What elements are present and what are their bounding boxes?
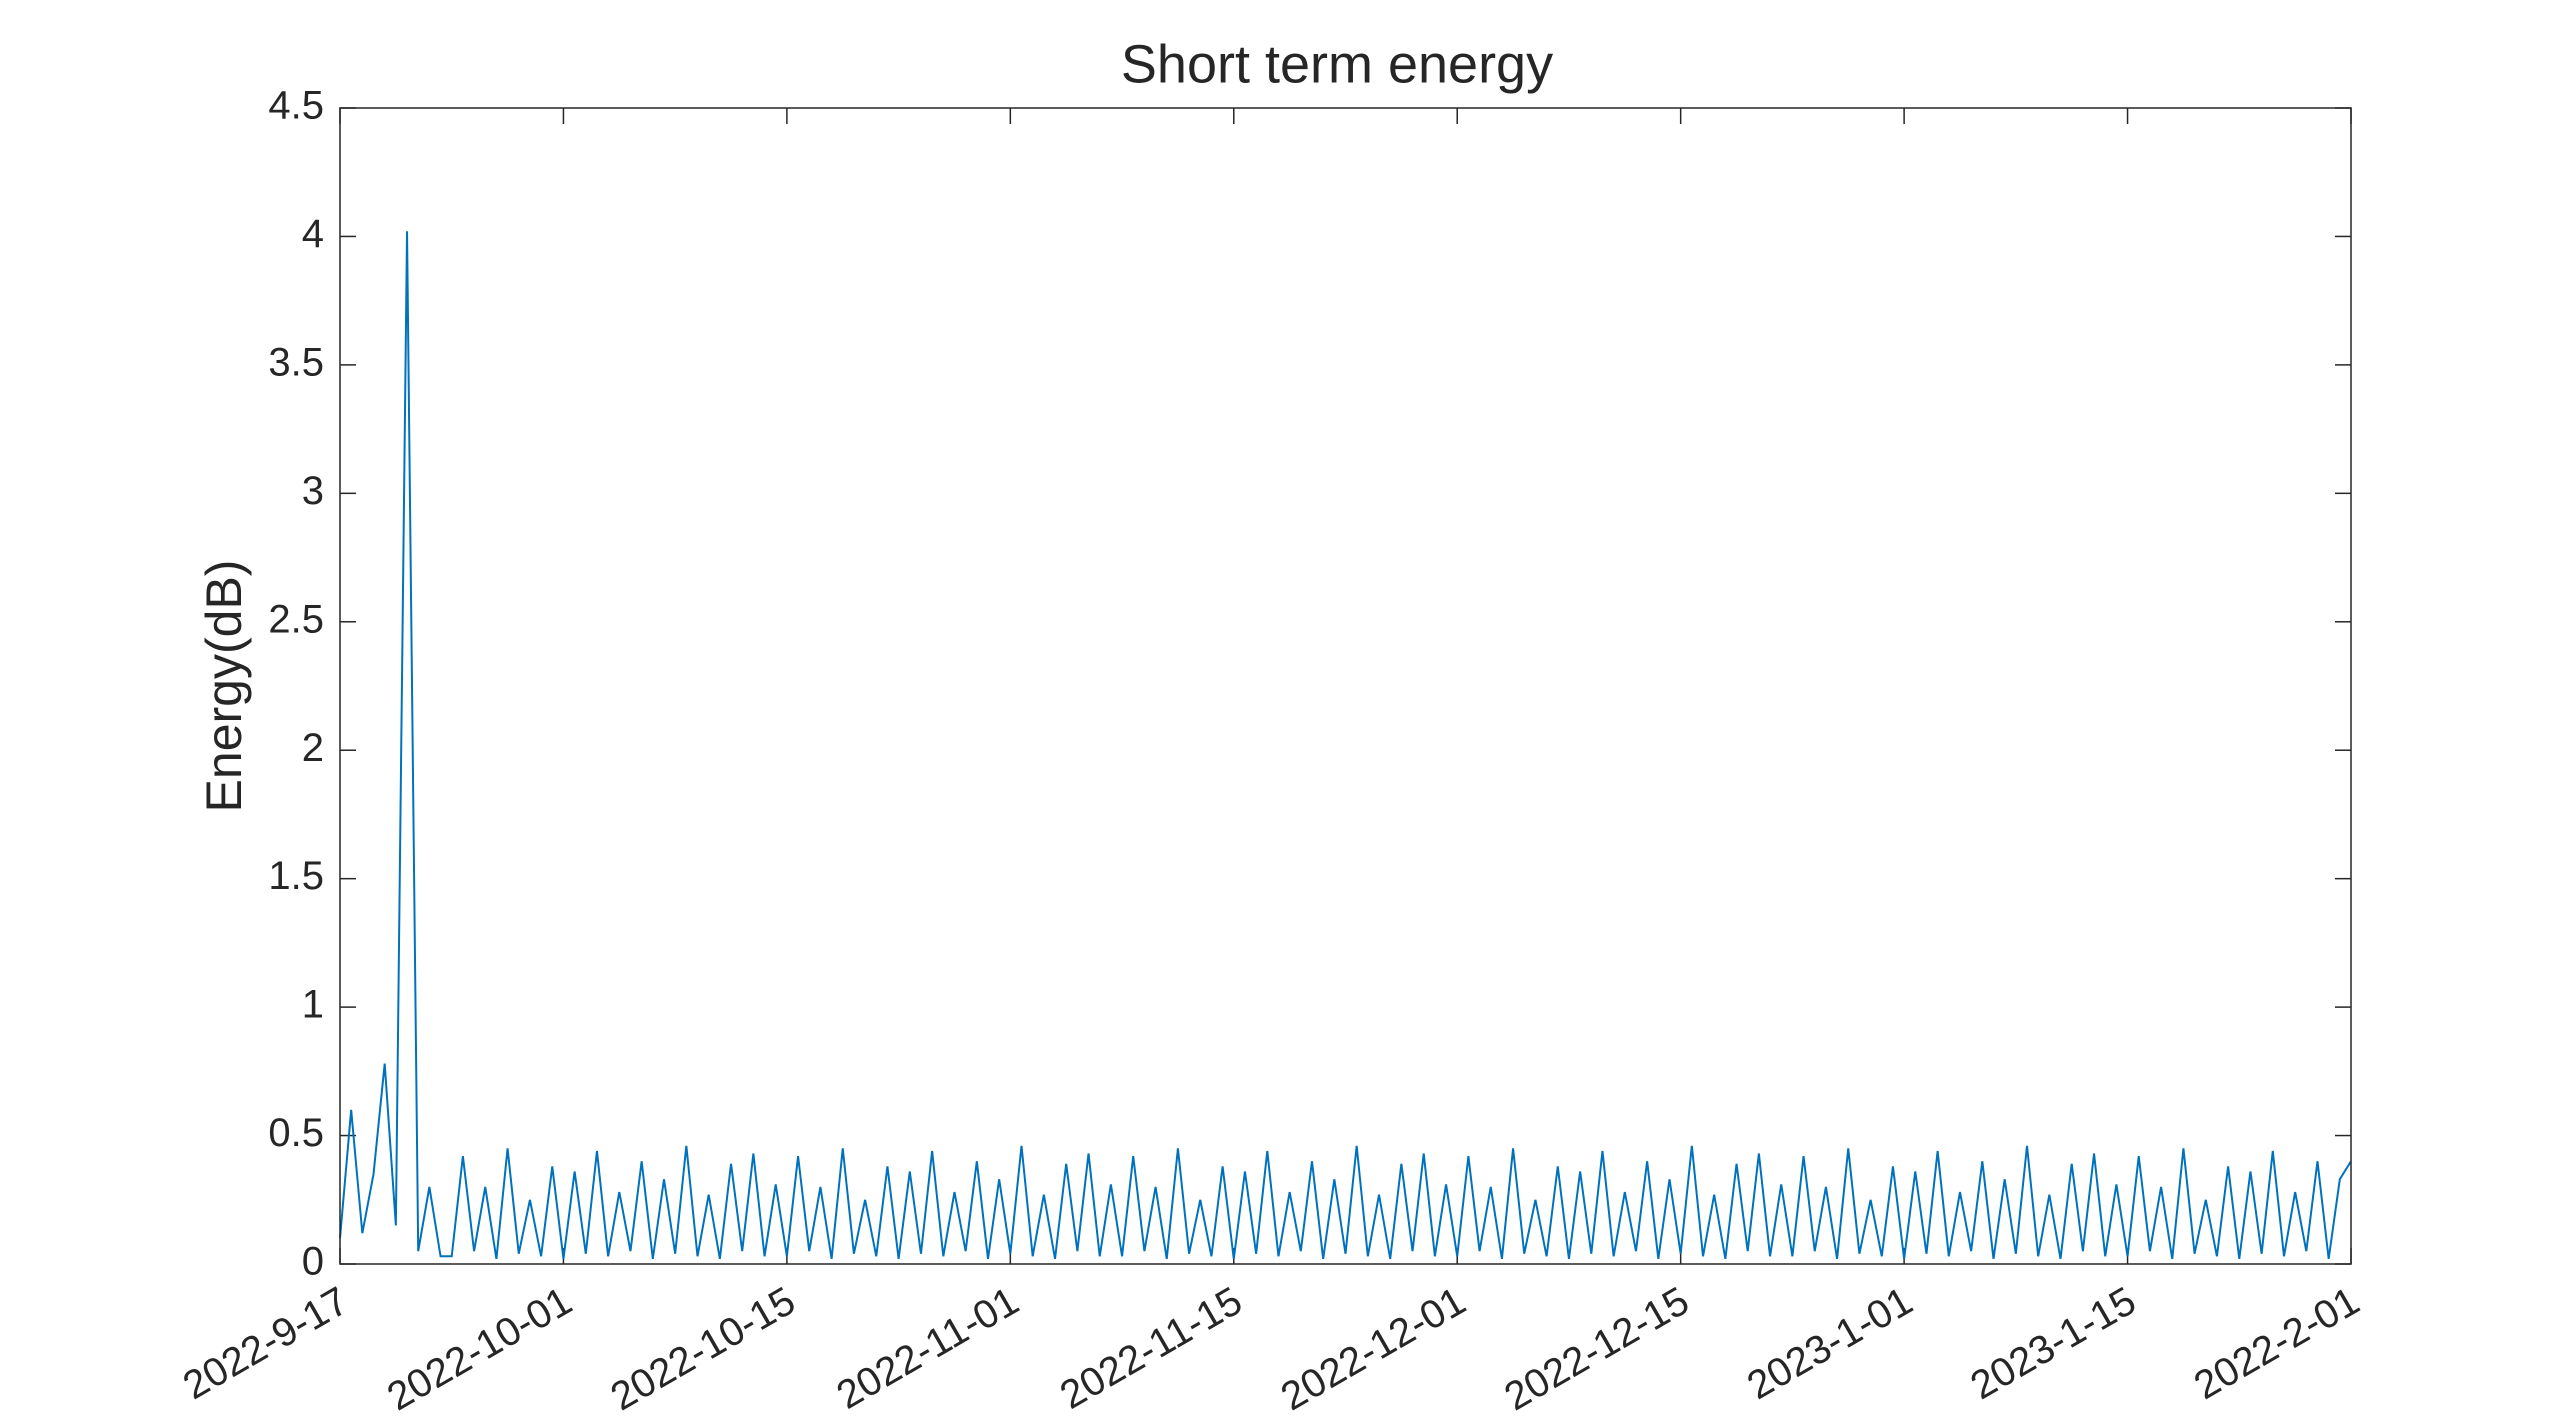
y-tick-label: 0.5: [268, 1111, 324, 1155]
x-tick-label: 2022-12-15: [1497, 1279, 1696, 1419]
plot-frame: [339, 107, 2352, 1265]
y-tick-label: 2.5: [268, 597, 324, 641]
y-tick-label: 4.5: [268, 84, 324, 128]
y-axis-label: Energy(dB): [196, 560, 252, 813]
energy-line: [339, 231, 2352, 1260]
y-tick-label: 0: [302, 1240, 324, 1284]
x-tick-label: 2022-9-17: [176, 1279, 356, 1408]
x-tick-label: 2022-10-15: [603, 1279, 802, 1419]
x-tick-label: 2022-12-01: [1274, 1279, 1473, 1419]
y-tick-label: 1: [302, 983, 324, 1027]
x-tick-label: 2023-1-15: [1963, 1279, 2143, 1408]
y-tick-label: 1.5: [268, 854, 324, 898]
x-tick-label: 2022-10-01: [380, 1279, 579, 1419]
y-tick-label: 2: [302, 726, 324, 770]
y-tick-label: 4: [302, 212, 324, 256]
y-tick-label: 3.5: [268, 340, 324, 384]
x-tick-label: 2022-2-01: [2187, 1279, 2367, 1408]
x-tick-label: 2022-11-15: [1053, 1279, 1250, 1418]
y-tick-label: 3: [302, 469, 324, 513]
chart-title: Short term energy: [1121, 34, 1553, 94]
x-tick-label: 2023-1-01: [1740, 1279, 1920, 1408]
x-tick-label: 2022-11-01: [829, 1279, 1026, 1418]
